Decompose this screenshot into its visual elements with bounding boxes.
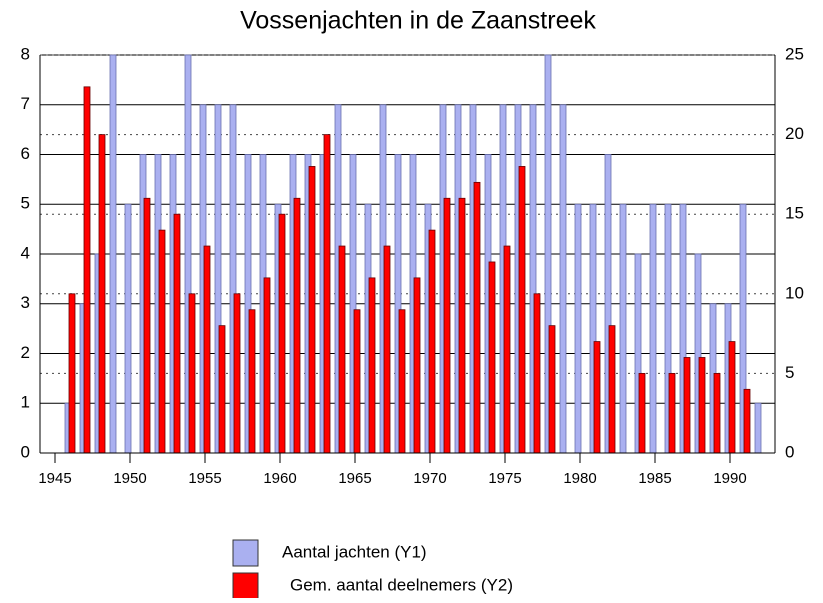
y-tick-label: 1 [21,393,30,412]
bar [248,309,256,454]
bar [368,277,376,454]
bar [488,261,496,454]
bar [574,203,582,454]
legend-swatch [232,539,259,567]
bar [728,341,736,454]
y2-tick-label: 20 [785,124,804,143]
y2-tick-label: 25 [785,44,804,63]
bar [109,54,117,454]
x-tick-label: 1955 [188,470,221,487]
bar [68,293,76,454]
bar [293,197,301,454]
x-tick-label: 1970 [413,470,446,487]
bar [278,213,286,454]
x-tick-label: 1960 [263,470,296,487]
bar [428,229,436,454]
bar [503,245,511,454]
x-tick-label: 1985 [638,470,671,487]
y-tick-label: 6 [21,144,30,163]
y2-tick-label: 10 [785,283,804,302]
bar [203,245,211,454]
bar [559,104,567,454]
bar [233,293,241,454]
bar [263,277,271,454]
bar [518,166,526,454]
bar [443,197,451,454]
bar [143,197,151,454]
bar [83,86,91,454]
bar [593,341,601,454]
bar [533,293,541,454]
bar [698,357,706,454]
y-tick-label: 5 [21,194,30,213]
bar [188,293,196,454]
y2-tick-label: 5 [785,363,794,382]
bar [173,213,181,454]
y2-tick-label: 0 [785,442,794,461]
bar [398,309,406,454]
legend-label: Aantal jachten (Y1) [282,542,427,561]
bar [413,277,421,454]
chart-title: Vossenjachten in de Zaanstreek [240,7,596,35]
legend-label: Gem. aantal deelnemers (Y2) [290,575,513,594]
bar [98,134,106,454]
y-tick-label: 3 [21,293,30,312]
bar [338,245,346,454]
bar [383,245,391,454]
x-tick-label: 1950 [113,470,146,487]
bar [323,134,331,454]
x-tick-label: 1990 [713,470,746,487]
bar [218,325,226,454]
bar [754,402,762,454]
bar [619,203,627,454]
y-tick-label: 7 [21,94,30,113]
bar [548,325,556,454]
x-tick-label: 1975 [488,470,521,487]
bar [473,181,481,454]
x-tick-label: 1980 [563,470,596,487]
y-tick-label: 4 [21,243,30,262]
bar [743,388,751,454]
bar [458,197,466,454]
y-tick-label: 0 [21,442,30,461]
bar [124,203,132,454]
legend-swatch [232,572,259,600]
x-tick-label: 1965 [338,470,371,487]
bar [158,229,166,454]
bar [638,372,646,454]
bar [668,372,676,454]
x-tick-label: 1945 [38,470,71,487]
bar [608,325,616,454]
bar [308,166,316,454]
bar [713,372,721,454]
y2-tick-label: 15 [785,204,804,223]
y-tick-label: 2 [21,343,30,362]
y-tick-label: 8 [21,44,30,63]
bar [649,203,657,454]
bar [683,357,691,454]
bar [353,309,361,454]
